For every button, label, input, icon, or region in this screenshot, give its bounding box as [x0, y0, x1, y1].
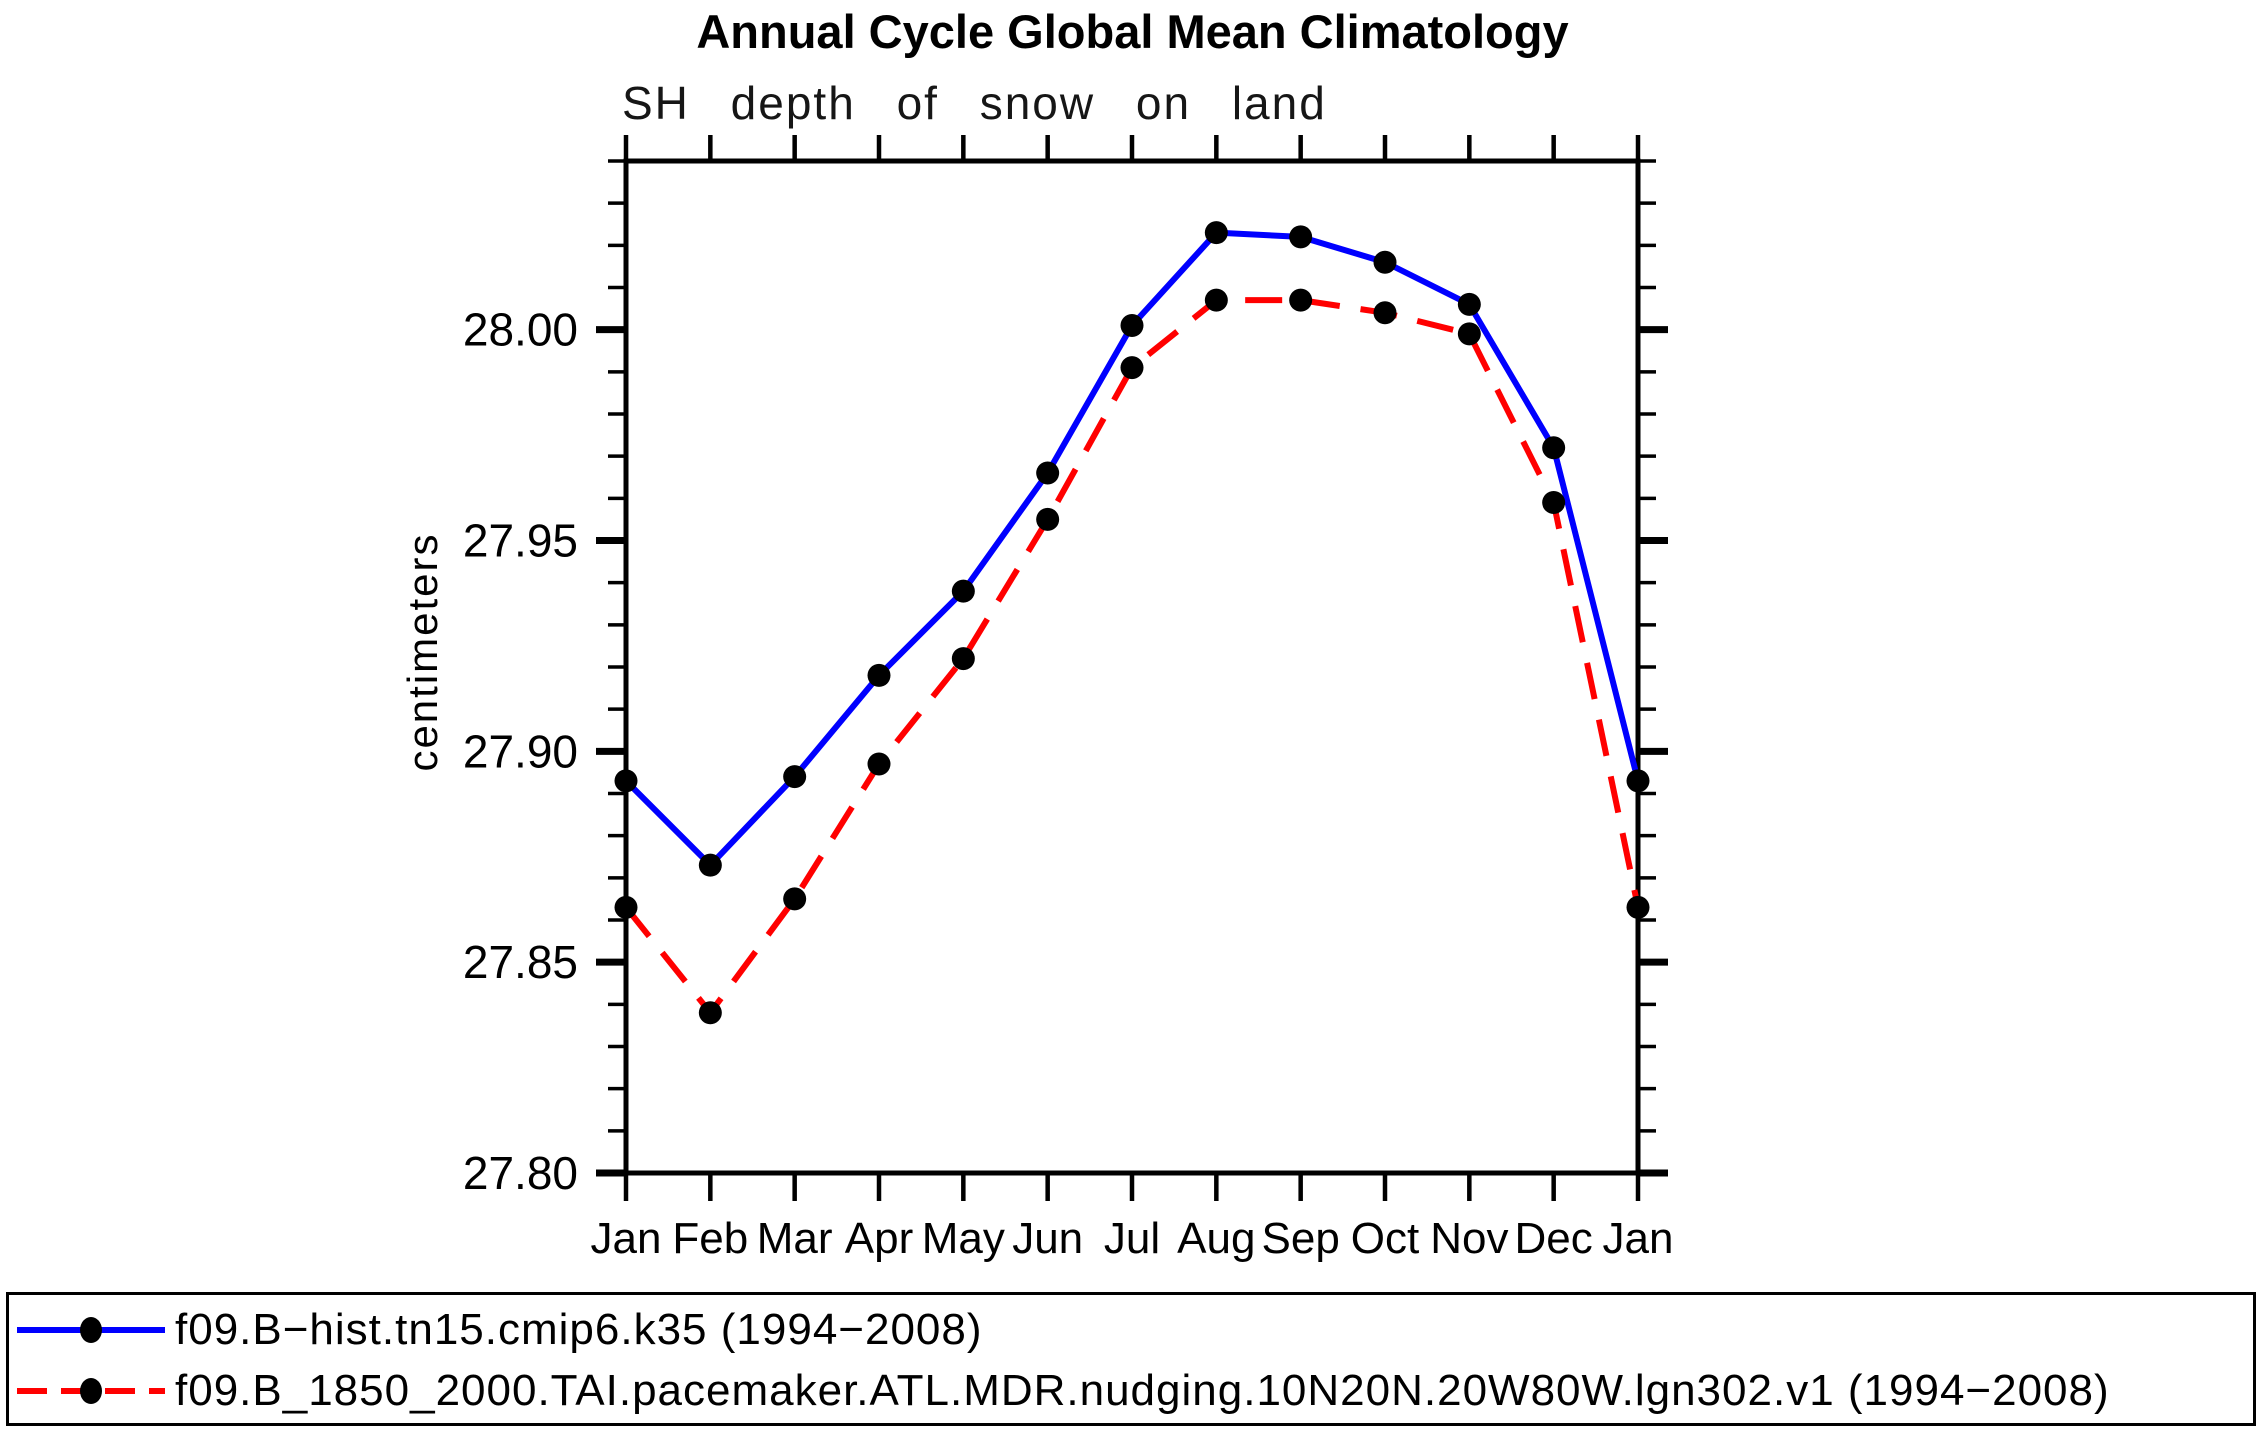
data-point-marker — [1289, 288, 1313, 312]
data-point-marker — [783, 887, 807, 911]
plot-frame — [623, 158, 1641, 1176]
x-tick-label: Dec — [1515, 1214, 1593, 1263]
data-point-marker — [614, 769, 638, 793]
data-point-marker — [1457, 322, 1481, 346]
x-tick-label: Jan — [1603, 1214, 1674, 1263]
y-tick-label: 27.90 — [463, 725, 578, 777]
x-tick-label: Oct — [1351, 1214, 1419, 1263]
legend-label: f09.B−hist.tn15.cmip6.k35 (1994−2008) — [175, 1304, 983, 1354]
legend-item: f09.B−hist.tn15.cmip6.k35 (1994−2008) — [11, 1300, 2251, 1360]
data-point-marker — [698, 853, 722, 877]
legend-line-sample-solid — [17, 1316, 165, 1343]
chart-title: Annual Cycle Global Mean Climatology — [696, 5, 1569, 58]
data-point-marker — [1120, 313, 1144, 337]
x-tick-label: Feb — [672, 1214, 748, 1263]
data-point-marker — [783, 765, 807, 789]
legend-label: f09.B_1850_2000.TAI.pacemaker.ATL.MDR.nu… — [175, 1365, 2110, 1415]
chart-subtitle: SH depth of snow on land — [622, 77, 1327, 129]
data-point-marker — [1373, 301, 1397, 325]
y-tick-label: 27.80 — [463, 1147, 578, 1199]
data-point-marker — [614, 895, 638, 919]
x-tick-label: Jul — [1104, 1214, 1160, 1263]
legend: f09.B−hist.tn15.cmip6.k35 (1994−2008) f0… — [6, 1292, 2256, 1426]
y-tick-label: 28.00 — [463, 304, 578, 356]
data-point-marker — [1204, 288, 1228, 312]
x-tick-label: Apr — [845, 1214, 913, 1263]
x-tick-label: Aug — [1177, 1214, 1255, 1263]
data-point-marker — [1289, 225, 1313, 249]
data-point-marker — [1542, 491, 1566, 515]
data-point-marker — [1036, 461, 1060, 485]
data-point-marker — [951, 579, 975, 603]
legend-marker — [80, 1316, 102, 1343]
legend-marker — [80, 1377, 102, 1404]
data-point-marker — [1626, 769, 1650, 793]
data-point-marker — [1120, 356, 1144, 380]
data-point-marker — [698, 1001, 722, 1025]
data-point-marker — [867, 663, 891, 687]
y-tick-label: 27.85 — [463, 936, 578, 988]
x-tick-label: Sep — [1262, 1214, 1340, 1263]
x-tick-label: Mar — [757, 1214, 833, 1263]
y-tick-label: 27.95 — [463, 515, 578, 567]
data-point-marker — [1204, 221, 1228, 245]
legend-item: f09.B_1850_2000.TAI.pacemaker.ATL.MDR.nu… — [11, 1361, 2251, 1421]
x-tick-label: Nov — [1430, 1214, 1508, 1263]
y-axis-label: centimeters — [399, 532, 446, 771]
x-tick-label: May — [922, 1214, 1005, 1263]
series-line-dashed — [623, 297, 1641, 1016]
x-tick-label: Jun — [1012, 1214, 1083, 1263]
data-point-marker — [1542, 436, 1566, 460]
x-tick-label: Jan — [591, 1214, 662, 1263]
data-point-marker — [867, 752, 891, 776]
data-point-marker — [1457, 292, 1481, 316]
data-point-marker — [1373, 250, 1397, 274]
legend-line-sample-dashed — [17, 1377, 165, 1404]
data-point-marker — [951, 647, 975, 671]
data-point-marker — [1036, 507, 1060, 531]
data-point-marker — [1626, 895, 1650, 919]
